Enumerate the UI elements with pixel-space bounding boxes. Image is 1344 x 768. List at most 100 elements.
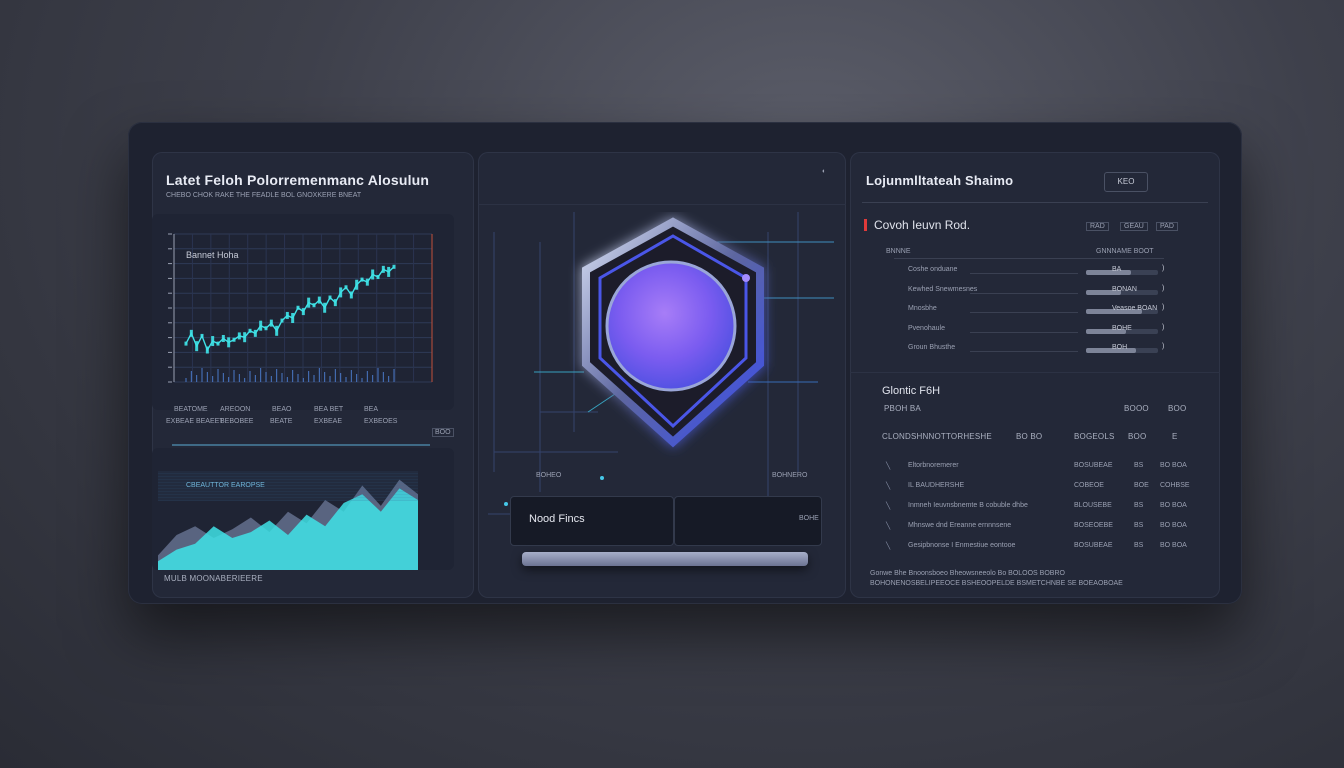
candle-mark <box>339 287 343 298</box>
x-label-4: BEA <box>364 406 379 413</box>
metric-row[interactable]: Pvenohaule BOHE) <box>850 323 1220 341</box>
x-label-0: BEATOME <box>174 406 208 413</box>
detail-label: Mhnswe dnd Ereanne ernnnsene <box>908 522 1012 529</box>
chevron-icon: ) <box>1162 265 1165 272</box>
candle-mark <box>371 269 375 280</box>
detail-c: COHBSE <box>1160 482 1190 489</box>
candle-mark <box>291 313 295 323</box>
metric-guide <box>970 312 1078 313</box>
candle-mark <box>243 332 247 343</box>
metric-row[interactable]: Kewhed Snewmesnes BONAN) <box>850 284 1220 302</box>
right-title-divider <box>862 202 1208 203</box>
candle-mark <box>333 299 337 307</box>
section2-sub-right-1: BOO <box>1168 404 1187 413</box>
metric-value: Veasoe BOAN <box>1112 305 1158 312</box>
metric-bar-fill <box>1086 289 1121 295</box>
candle-mark <box>275 325 279 336</box>
candle-mark <box>307 297 311 308</box>
candle-mark <box>195 341 199 352</box>
key-button[interactable]: KEO <box>1104 172 1148 192</box>
nood-fincs-label: Nood Fincs <box>529 513 585 525</box>
line-chart-card: Bannet Hoha <box>152 214 454 410</box>
area-chart-label: CBEAUTTOR EAROPSE <box>186 482 265 489</box>
left-panel-footer: MULB MOONABERIEERE <box>164 574 263 583</box>
metric-row[interactable]: Groun Bhusthe BOH) <box>850 343 1220 360</box>
middle-panel: ◐ <box>478 152 846 598</box>
x-label-1: AREOON <box>220 406 251 413</box>
badge-2[interactable]: PAD <box>1156 222 1178 231</box>
metric-bar <box>1086 289 1158 295</box>
nood-fincs-button[interactable]: Nood Fincs <box>510 496 674 546</box>
dashboard-device: Latet Feloh Polorremenmanc Alosulun CHEB… <box>128 122 1242 604</box>
metric-value: BONAN <box>1112 285 1137 293</box>
section2-sub-right-0: BOOO <box>1124 404 1149 413</box>
metric-label: Coshe onduane <box>908 266 958 273</box>
area-chart <box>158 471 418 570</box>
candle-mark <box>312 303 316 308</box>
tree-node-icon: ╲ <box>886 483 891 490</box>
candle-mark <box>328 295 332 300</box>
candle-mark <box>387 266 391 277</box>
metric-value: BOH <box>1112 344 1128 351</box>
candle-mark <box>317 296 321 304</box>
chevron-icon: ) <box>1162 284 1165 292</box>
candle-mark <box>221 334 225 342</box>
candle-mark <box>323 302 327 313</box>
section1-title: Covoh Ieuvn Rod. <box>874 218 971 232</box>
badge-0[interactable]: RAD <box>1086 222 1109 231</box>
section2-header-right-2: BOO <box>1128 432 1147 441</box>
detail-row[interactable]: ╲ Gesipbnonse I Enmestiue eontooe BOSUBEAE… <box>850 542 1220 558</box>
candle-mark <box>392 264 396 269</box>
detail-row[interactable]: ╲ Inmneh Ieuvnsbnemte B cobuble dhbe BLOUS… <box>850 502 1220 518</box>
detail-a: BOSEOEBE <box>1074 522 1113 529</box>
metric-bar <box>1086 348 1158 353</box>
candle-mark <box>200 333 204 338</box>
badge-1[interactable]: GEAU <box>1120 222 1148 231</box>
candle-mark <box>248 328 252 333</box>
right-caption: BOHNERO <box>772 472 808 479</box>
corner-dot-icon: ◐ <box>822 168 827 175</box>
section1-header-right: GNNNAME BOOT <box>1096 248 1154 255</box>
section2-title: Glontic F6H <box>882 385 941 397</box>
detail-row[interactable]: ╲ IL BAUDHERSHE COBEOE BOE COHBSE <box>850 482 1220 498</box>
left-panel: Latet Feloh Polorremenmanc Alosulun CHEB… <box>152 152 474 598</box>
candle-mark <box>216 341 220 346</box>
metric-label: Mnosbhe <box>908 305 937 312</box>
section2-header-right-0: BO BO <box>1016 432 1043 441</box>
candle-mark <box>355 279 359 290</box>
secondary-button[interactable]: BOHE <box>674 496 822 546</box>
detail-a: BLOUSEBE <box>1074 502 1112 509</box>
candle-mark <box>360 277 364 282</box>
metric-row[interactable]: Coshe onduane BA) <box>850 265 1220 282</box>
area-chart-card: CBEAUTTOR EAROPSE <box>152 448 454 570</box>
candle-mark <box>301 308 305 316</box>
metric-label: Groun Bhusthe <box>908 344 956 351</box>
detail-row[interactable]: ╲ Mhnswe dnd Ereanne ernnnsene BOSEOEBE BS B… <box>850 522 1220 538</box>
candle-mark <box>381 265 385 273</box>
candle-mark <box>376 275 380 280</box>
metric-value: BA <box>1112 266 1122 273</box>
metric-guide <box>970 351 1078 352</box>
metric-bar-fill <box>1086 328 1126 334</box>
section1-header-left: BNNNE <box>886 248 911 255</box>
footer-line-2: BOHONENOSBELIPEEOCE BSHEOOPELDE BSMETCHN… <box>870 580 1123 587</box>
candle-mark <box>280 318 284 323</box>
detail-a: BOSUBEAE <box>1074 462 1113 469</box>
candle-mark <box>211 336 215 347</box>
corner-badge[interactable]: BOO <box>432 428 454 437</box>
detail-row[interactable]: ╲ Eltorbnoremerer BOSUBEAE BS BO BOA <box>850 462 1220 478</box>
left-panel-title: Latet Feloh Polorremenmanc Alosulun <box>166 172 430 188</box>
chevron-icon: ) <box>1162 323 1165 331</box>
line-chart <box>168 233 433 383</box>
candle-mark <box>189 329 193 337</box>
red-marker-icon <box>864 219 867 231</box>
line-chart-label: Bannet Hoha <box>186 250 239 260</box>
x-sublabel-0: EXBEAE BEAEET <box>166 418 224 425</box>
candle-mark <box>259 320 263 331</box>
section2-sub-left: PBOH BA <box>884 404 921 413</box>
base-plinth <box>522 552 808 566</box>
metric-row[interactable]: Mnosbhe Veasoe BOAN) <box>850 304 1220 321</box>
metric-bar <box>1086 309 1158 314</box>
left-panel-subtitle: CHEBO CHOK RAKE THE FEADLE BOL GNOXKERE … <box>166 192 362 199</box>
detail-b: BOE <box>1134 482 1149 489</box>
